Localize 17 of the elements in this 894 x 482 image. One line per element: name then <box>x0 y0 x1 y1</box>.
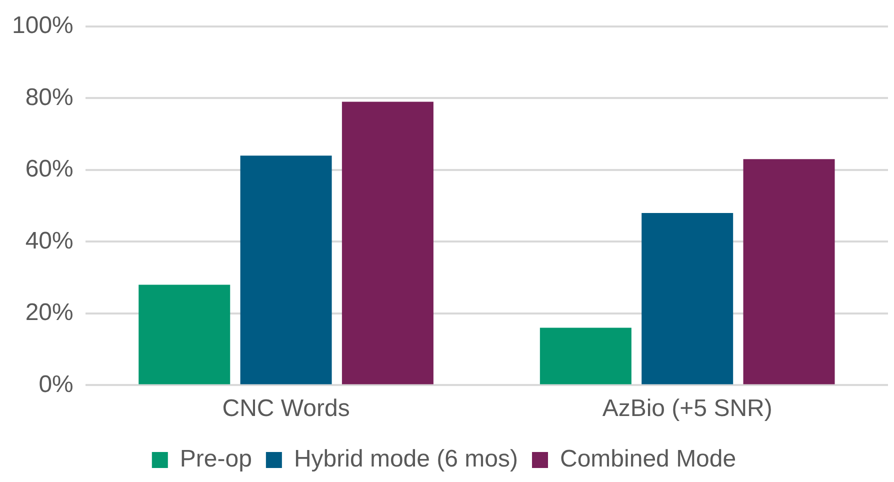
legend-label: Hybrid mode (6 mos) <box>294 446 518 473</box>
y-tick-label: 80% <box>25 84 74 111</box>
y-tick-label: 0% <box>38 370 74 398</box>
y-tick-label: 20% <box>25 299 74 326</box>
legend-label: Combined Mode <box>560 446 736 473</box>
x-tick-label: CNC Words <box>222 395 350 422</box>
legend-label: Pre-op <box>180 446 252 473</box>
y-tick-label: 40% <box>25 227 74 254</box>
bar <box>342 102 434 384</box>
bar <box>642 212 734 384</box>
x-tick-label: AzBio (+5 SNR) <box>602 395 772 422</box>
bar <box>540 328 632 384</box>
y-tick-label: 60% <box>25 156 74 183</box>
bar <box>743 159 835 384</box>
y-tick-label: 100% <box>12 12 74 40</box>
bar <box>240 156 332 384</box>
bar <box>138 284 230 384</box>
